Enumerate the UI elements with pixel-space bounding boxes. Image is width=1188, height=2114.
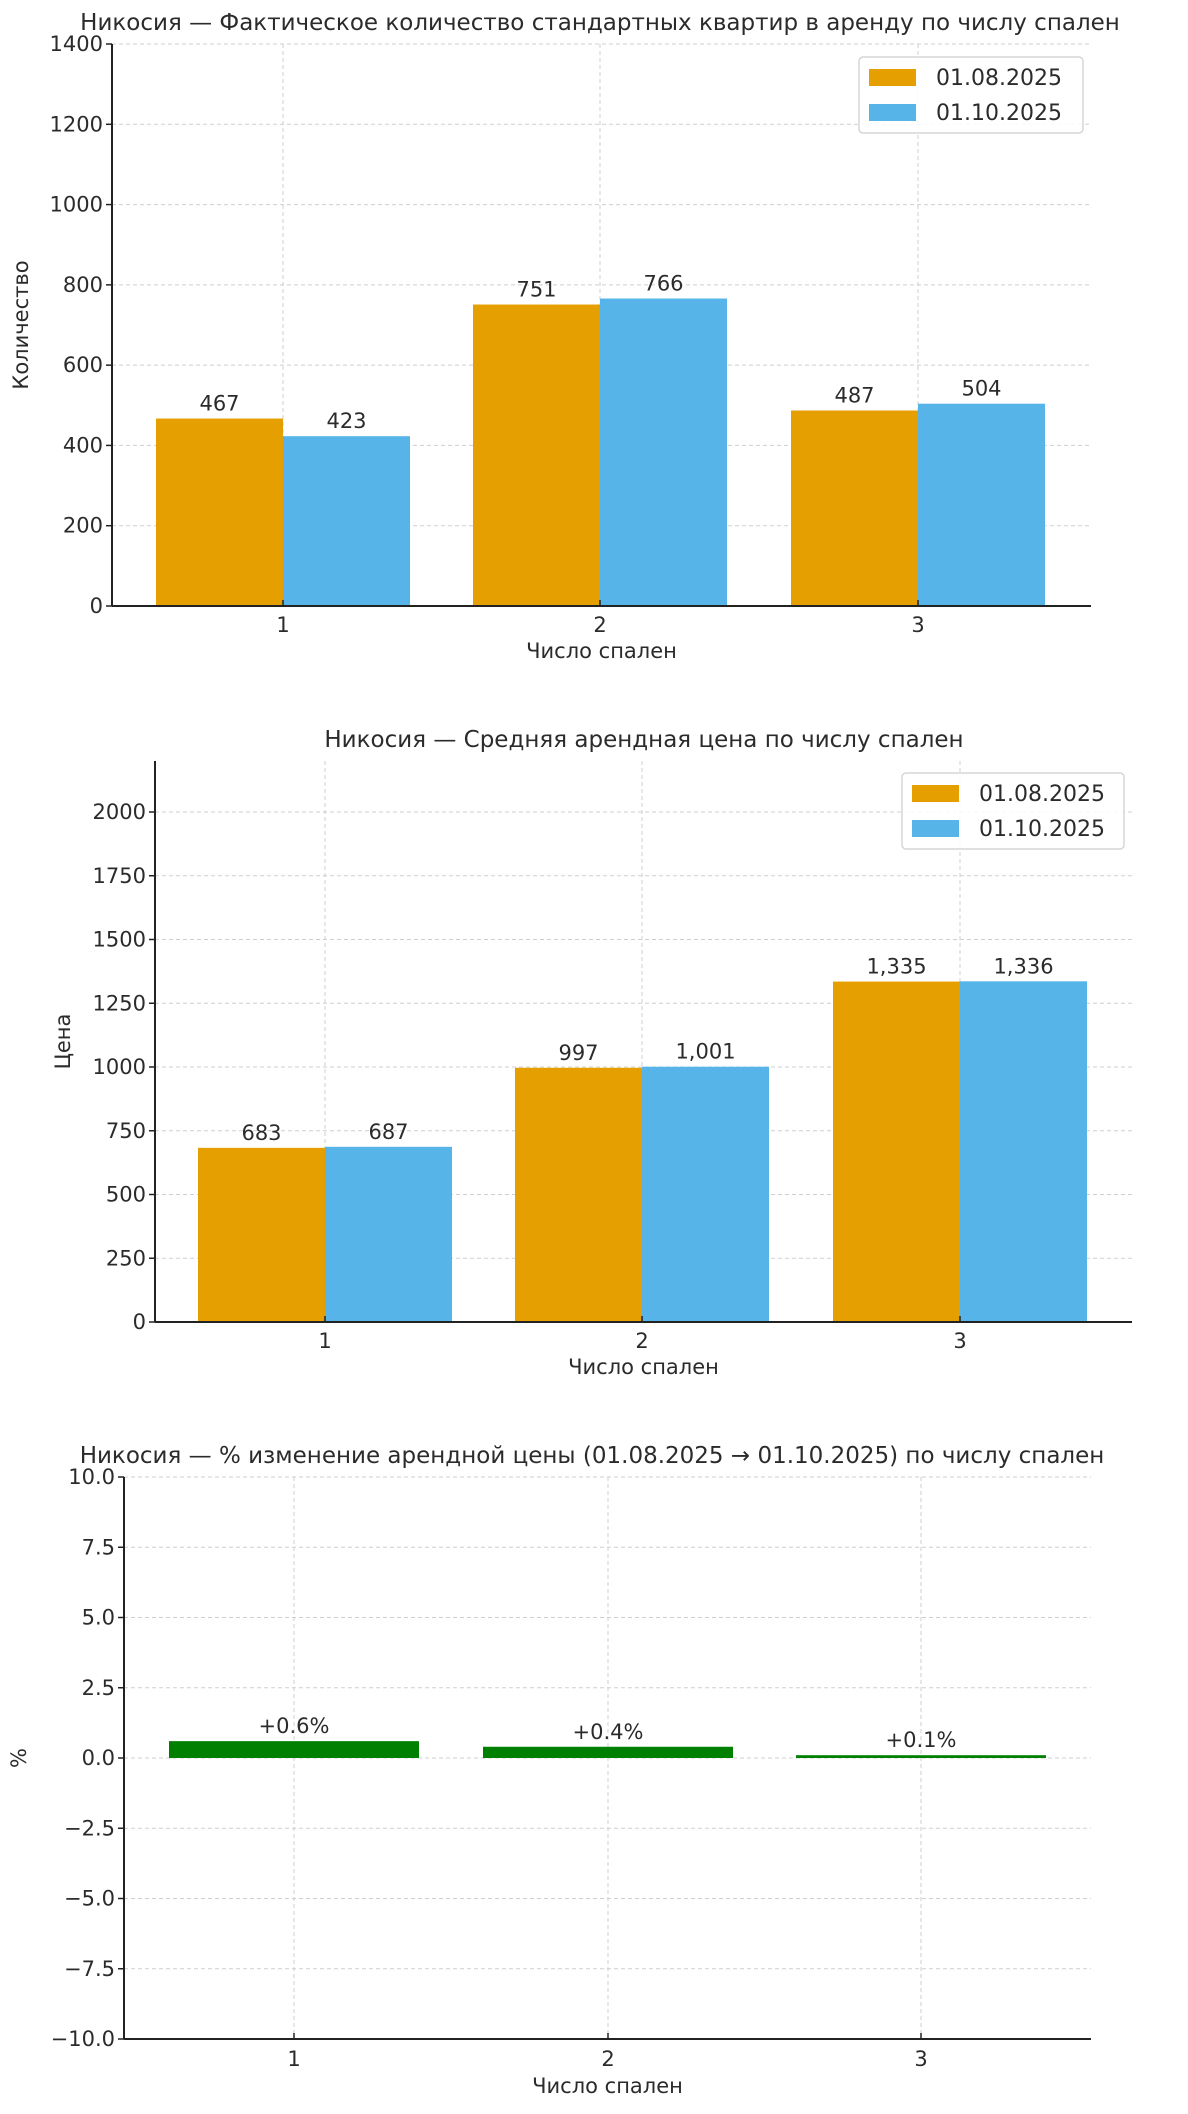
legend-label: 01.10.2025 [979, 817, 1105, 842]
data-label: +0.6% [259, 1714, 330, 1738]
y-tick-label: 1750 [93, 864, 146, 888]
bar-01102025-cat2 [642, 1066, 769, 1322]
data-label: 423 [326, 409, 366, 433]
y-tick-label: 600 [63, 353, 103, 377]
y-tick-label: −5.0 [64, 1887, 115, 1911]
y-tick-label: −10.0 [51, 2027, 115, 2051]
legend: 01.08.2025 01.10.2025 [858, 56, 1084, 134]
y-tick-label: 2.5 [82, 1676, 115, 1700]
x-tick-label: 1 [318, 1329, 331, 1353]
y-tick-label: 0.0 [82, 1746, 115, 1770]
x-tick-label: 2 [601, 2047, 614, 2071]
x-tick-label: 2 [635, 1329, 648, 1353]
bar-01082025-cat3 [833, 981, 960, 1322]
bar-change-cat3 [796, 1755, 1046, 1758]
data-label: 1,335 [866, 955, 926, 979]
legend-swatch [912, 820, 959, 837]
bar-01102025-cat1 [283, 436, 410, 606]
x-axis-label: Число спален [526, 639, 677, 663]
legend-swatch [912, 785, 959, 802]
y-tick-label: 1000 [50, 193, 103, 217]
bar-01102025-cat3 [918, 403, 1045, 606]
y-tick-label: 750 [106, 1119, 146, 1143]
y-tick-label: 250 [106, 1246, 146, 1270]
data-label: +0.4% [573, 1720, 644, 1744]
y-tick-label: 1000 [93, 1055, 146, 1079]
bar-01082025-cat2 [473, 304, 600, 606]
y-tick-label: 800 [63, 273, 103, 297]
chart-1: 0 200 400 600 800 1000 1200 1400 467 751 487 423 766… [9, 10, 1120, 663]
chart-title: Никосия — Средняя арендная цена по числу… [324, 727, 963, 753]
legend: 01.08.2025 01.10.2025 [901, 772, 1125, 850]
legend-swatch [869, 104, 916, 121]
x-tick-label: 1 [276, 613, 289, 637]
data-label: 1,001 [675, 1040, 735, 1064]
legend-label: 01.10.2025 [936, 101, 1062, 126]
bar-01102025-cat3 [960, 981, 1087, 1322]
bar-change-cat1 [169, 1741, 419, 1758]
y-tick-label: −2.5 [64, 1816, 115, 1840]
x-axis-label: Число спален [568, 1355, 719, 1379]
y-tick-label: 1500 [93, 928, 146, 952]
y-tick-label: 200 [63, 514, 103, 538]
data-label: +0.1% [886, 1728, 957, 1752]
x-tick-label: 3 [911, 613, 924, 637]
bar-01082025-cat1 [156, 418, 283, 606]
data-label: 766 [643, 272, 683, 296]
data-label: 504 [961, 377, 1001, 401]
y-axis-label: % [7, 1748, 31, 1768]
data-label: 687 [368, 1120, 408, 1144]
y-tick-label: 1400 [50, 32, 103, 56]
y-tick-label: 10.0 [68, 1465, 115, 1489]
legend-label: 01.08.2025 [979, 782, 1105, 807]
data-label: 1,336 [993, 954, 1053, 978]
data-label: 467 [199, 392, 239, 416]
data-label: 683 [241, 1121, 281, 1145]
bar-01102025-cat1 [325, 1146, 452, 1322]
y-tick-label: 7.5 [82, 1535, 115, 1559]
y-tick-label: 1250 [93, 991, 146, 1015]
y-tick-label: 1200 [50, 112, 103, 136]
x-tick-label: 3 [953, 1329, 966, 1353]
legend-swatch [869, 69, 916, 86]
legend-label: 01.08.2025 [936, 66, 1062, 91]
y-tick-label: 400 [63, 433, 103, 457]
bar-01082025-cat1 [198, 1147, 325, 1322]
chart-2: 0 250 500 750 1000 1250 1500 1750 2000 683 997 1,33… [51, 727, 1132, 1379]
y-axis-label: Цена [51, 1014, 75, 1070]
x-tick-label: 3 [914, 2047, 927, 2071]
bar-change-cat2 [483, 1746, 733, 1758]
y-tick-label: 5.0 [82, 1606, 115, 1630]
data-label: 751 [516, 278, 556, 302]
data-label: 997 [558, 1041, 598, 1065]
bar-01082025-cat3 [791, 410, 918, 606]
y-tick-label: 0 [133, 1310, 146, 1334]
bar-01082025-cat2 [515, 1067, 642, 1322]
chart-title: Никосия — Фактическое количество стандар… [80, 10, 1120, 36]
bar-01102025-cat2 [600, 298, 727, 606]
y-tick-label: 0 [90, 594, 103, 618]
data-label: 487 [834, 384, 874, 408]
y-tick-label: −7.5 [64, 1957, 115, 1981]
y-tick-label: 500 [106, 1183, 146, 1207]
x-tick-label: 2 [593, 613, 606, 637]
y-tick-label: 2000 [93, 800, 146, 824]
x-axis-label: Число спален [532, 2074, 683, 2098]
chart-3: −10.0 −7.5 −5.0 −2.5 0.0 2.5 5.0 7.5 10.0 +0.6% +0… [7, 1443, 1104, 2098]
x-tick-label: 1 [287, 2047, 300, 2071]
y-axis-label: Количество [9, 260, 33, 389]
chart-title: Никосия — % изменение арендной цены (01.… [80, 1443, 1105, 1469]
